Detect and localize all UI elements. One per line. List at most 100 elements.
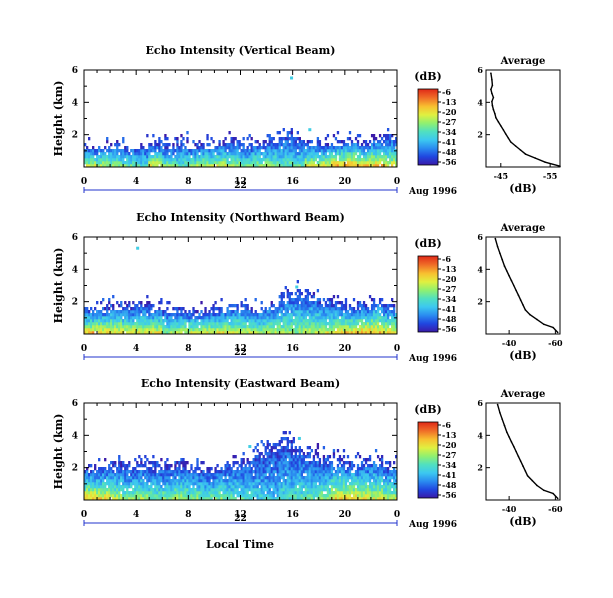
heatmap-cell bbox=[344, 491, 348, 495]
heatmap-cell bbox=[142, 479, 145, 483]
heatmap-cell bbox=[302, 158, 306, 162]
heatmap-cell bbox=[168, 301, 171, 305]
heatmap-cell bbox=[324, 161, 328, 165]
heatmap-cell bbox=[286, 158, 289, 162]
heatmap-cell bbox=[142, 161, 145, 165]
heatmap-cell bbox=[120, 322, 123, 326]
heatmap-cell bbox=[338, 161, 342, 165]
heatmap-cell bbox=[164, 134, 167, 138]
heatmap-cell bbox=[298, 292, 301, 296]
heatmap-cell bbox=[318, 304, 322, 308]
heatmap-cell bbox=[344, 319, 348, 323]
heatmap-cell bbox=[224, 464, 227, 468]
heatmap-cell bbox=[138, 473, 141, 477]
heatmap-cell bbox=[286, 482, 289, 486]
heatmap-cell bbox=[172, 313, 175, 317]
heatmap-cell bbox=[128, 485, 131, 489]
heatmap-cell bbox=[346, 494, 350, 498]
heatmap-cell bbox=[286, 470, 289, 474]
heatmap-cell bbox=[284, 431, 287, 435]
heatmap-cell bbox=[282, 464, 285, 468]
heatmap-cell bbox=[106, 476, 109, 480]
heatmap-cell bbox=[148, 319, 151, 323]
heatmap-cell bbox=[130, 161, 133, 165]
heatmap-cell bbox=[234, 497, 237, 501]
heatmap-cell bbox=[112, 494, 115, 498]
heatmap-cell bbox=[228, 485, 231, 489]
heatmap-cell bbox=[236, 467, 239, 471]
heatmap-cell bbox=[390, 140, 394, 144]
heatmap-cell bbox=[192, 164, 195, 168]
heatmap-cell bbox=[298, 325, 301, 329]
heatmap-cell bbox=[206, 319, 209, 323]
heatmap-cell bbox=[170, 494, 173, 498]
heatmap-cell bbox=[316, 488, 320, 492]
heatmap-cell bbox=[128, 164, 131, 168]
heatmap-cell bbox=[168, 155, 171, 159]
heatmap-cell bbox=[330, 155, 334, 159]
heatmap-cell bbox=[92, 491, 95, 495]
heatmap-cell bbox=[306, 488, 310, 492]
heatmap-cell bbox=[136, 491, 139, 495]
heatmap-cell bbox=[154, 146, 157, 150]
heatmap-cell bbox=[254, 464, 257, 468]
heatmap-cell bbox=[300, 325, 303, 329]
heatmap-cell bbox=[114, 482, 117, 486]
heatmap-cell bbox=[378, 149, 382, 153]
heatmap-cell bbox=[304, 316, 308, 320]
average-profile-point bbox=[500, 125, 502, 127]
heatmap-cell bbox=[368, 158, 372, 162]
heatmap-cell bbox=[156, 497, 159, 501]
heatmap-cell bbox=[110, 476, 113, 480]
heatmap-cell bbox=[156, 491, 159, 495]
heatmap-cell bbox=[248, 470, 251, 474]
heatmap-cell bbox=[234, 304, 237, 308]
heatmap-cell bbox=[264, 482, 267, 486]
heatmap-cell bbox=[280, 331, 283, 335]
heatmap-cell bbox=[144, 485, 147, 489]
heatmap-cell bbox=[108, 298, 111, 302]
heatmap-cell bbox=[316, 313, 320, 317]
heatmap-cell bbox=[106, 473, 109, 477]
heatmap-cell bbox=[116, 488, 119, 492]
heatmap-cell bbox=[234, 310, 237, 314]
heatmap-cell bbox=[326, 155, 330, 159]
heatmap-cell bbox=[322, 485, 326, 489]
heatmap-cell bbox=[156, 464, 159, 468]
heatmap-cell bbox=[324, 313, 328, 317]
heatmap-cell bbox=[136, 331, 139, 335]
heatmap-cell bbox=[314, 316, 318, 320]
heatmap-cell bbox=[310, 158, 314, 162]
heatmap-cell bbox=[110, 304, 113, 308]
heatmap-cell bbox=[386, 143, 390, 147]
heatmap-cell bbox=[184, 152, 187, 156]
heatmap-cell bbox=[200, 310, 203, 314]
heatmap-cell bbox=[350, 461, 354, 465]
heatmap-cell bbox=[228, 479, 231, 483]
heatmap-cell bbox=[266, 158, 269, 162]
heatmap-cell bbox=[216, 470, 219, 474]
heatmap-cell bbox=[308, 152, 312, 156]
heatmap-cell bbox=[300, 482, 303, 486]
heatmap-cell bbox=[246, 473, 249, 477]
heatmap-cell bbox=[256, 485, 259, 489]
heatmap-cell bbox=[272, 452, 275, 456]
heatmap-cell bbox=[126, 152, 129, 156]
heatmap-cell bbox=[350, 152, 354, 156]
heatmap-cell bbox=[136, 488, 139, 492]
heatmap-cell bbox=[386, 328, 390, 332]
average-profile-point bbox=[501, 258, 504, 261]
heatmap-cell bbox=[252, 322, 255, 326]
heatmap-cell bbox=[218, 473, 221, 477]
heatmap-cell bbox=[372, 143, 376, 147]
heatmap-cell bbox=[296, 143, 299, 147]
heatmap-cell bbox=[352, 155, 356, 159]
heatmap-cell bbox=[328, 482, 332, 486]
heatmap-cell bbox=[174, 325, 177, 329]
heatmap-cell bbox=[308, 292, 312, 296]
heatmap-cell bbox=[264, 446, 267, 450]
heatmap-cell bbox=[222, 488, 225, 492]
heatmap-cell bbox=[354, 149, 358, 153]
heatmap-cell bbox=[88, 482, 91, 486]
heatmap-cell bbox=[136, 482, 139, 486]
